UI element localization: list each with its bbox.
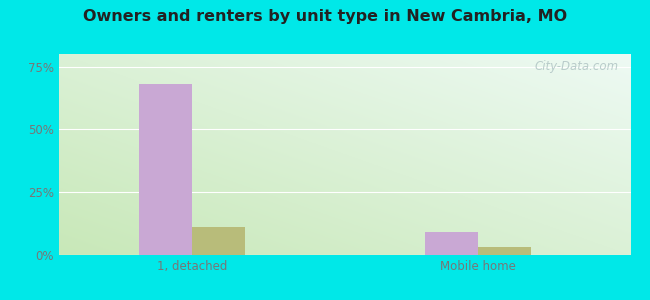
Bar	[424, 232, 478, 255]
Bar	[138, 84, 192, 255]
Text: City-Data.com: City-Data.com	[535, 60, 619, 73]
Bar	[192, 227, 245, 255]
Text: Owners and renters by unit type in New Cambria, MO: Owners and renters by unit type in New C…	[83, 9, 567, 24]
Bar	[478, 248, 531, 255]
